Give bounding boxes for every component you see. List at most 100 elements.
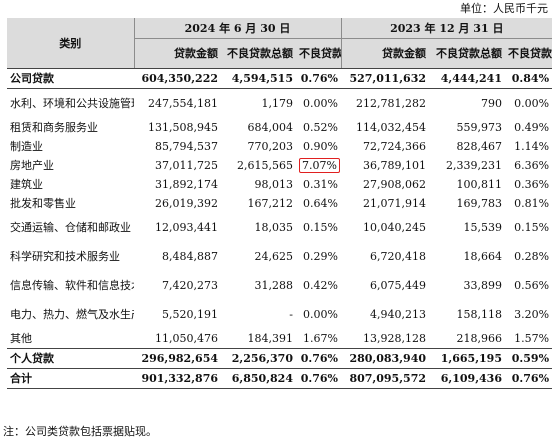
row-label: 水利、环境和公共设施管理业 (10, 97, 134, 110)
ratio-2024: 0.15% (303, 221, 338, 234)
ratio-2023: 0.49% (514, 121, 550, 134)
amount-2024: 604,350,222 (134, 68, 221, 89)
ratio-2024: 7.07% (296, 156, 341, 175)
npl-2024: 2,615,565 (237, 159, 293, 172)
npl-2023: 2,339,231 (446, 159, 502, 172)
ratio-2024: 0.42% (303, 279, 338, 292)
header-row-periods: 类别 2024 年 6 月 30 日 2023 年 12 月 31 日 (7, 18, 553, 69)
npl-2023: 790 (481, 97, 502, 110)
ratio-2023: 6.36% (514, 159, 550, 172)
npl-2023: 18,664 (463, 250, 503, 263)
row-label: 电力、热力、燃气及水生产和供应业 (10, 308, 134, 321)
amount-2024: 247,554,181 (148, 97, 218, 110)
npl-2023: 6,109,436 (429, 368, 505, 389)
ratio-2023: 0.56% (514, 279, 550, 292)
ratio-2023: 1.14% (514, 140, 550, 153)
industry-row: 制造业 85,794,537 770,203 0.90% 72,724,366 828,4… (7, 137, 552, 156)
ratio-2023: 0.28% (514, 250, 550, 263)
npl-2024: 167,212 (247, 197, 294, 210)
amount-2023: 6,720,418 (370, 250, 426, 263)
ratio-2024: 0.31% (303, 178, 338, 191)
amount-2023: 6,075,449 (370, 279, 426, 292)
header-category: 类别 (7, 18, 134, 69)
amount-2024: 7,420,273 (162, 279, 218, 292)
npl-2023: 33,899 (463, 279, 503, 292)
ratio-2023: 0.84% (505, 68, 553, 89)
amount-2024: 31,892,174 (155, 178, 218, 191)
personal-loans-row: 个人贷款 296,982,654 2,256,370 0.76% 280,083,940… (7, 348, 553, 369)
amount-2023: 72,724,366 (363, 140, 426, 153)
npl-2023: 559,973 (456, 121, 503, 134)
header-loan-amount-2023: 贷款金额 (340, 38, 429, 69)
npl-2023: 158,118 (456, 308, 503, 321)
industry-row: 房地产业 37,011,725 2,615,565 7.07% 36,789,101 2,… (7, 156, 552, 175)
amount-2023: 4,940,213 (370, 308, 426, 321)
amount-2023: 527,011,632 (341, 68, 429, 89)
row-label: 批发和零售业 (10, 197, 76, 210)
amount-2023: 807,095,572 (341, 368, 429, 389)
npl-2023: 100,811 (456, 178, 503, 191)
header-npl-ratio-2024: 不良贷款率 (296, 38, 341, 69)
unit-label: 单位：人民币千元 (460, 2, 548, 15)
ratio-2024: 0.90% (303, 140, 338, 153)
npl-2024: 18,035 (254, 221, 294, 234)
ratio-2024: 0.76% (296, 348, 341, 369)
row-label: 租赁和商务服务业 (10, 121, 98, 134)
ratio-2023: 1.57% (514, 332, 550, 345)
amount-2024: 37,011,725 (155, 159, 218, 172)
highlighted-ratio: 7.07% (299, 158, 340, 173)
ratio-2024: 0.52% (303, 121, 338, 134)
ratio-2023: 3.20% (514, 308, 550, 321)
industry-row: 建筑业 31,892,174 98,013 0.31% 27,908,062 100,81… (7, 175, 552, 194)
npl-2024: 31,288 (254, 279, 294, 292)
row-label: 科学研究和技术服务业 (10, 250, 120, 263)
row-label: 房地产业 (10, 159, 54, 172)
header-period-2024: 2024 年 6 月 30 日 (133, 18, 341, 39)
npl-2023: 218,966 (456, 332, 503, 345)
industry-row: 租赁和商务服务业 131,508,945 684,004 0.52% 114,032,4… (7, 118, 552, 137)
amount-2024: 131,508,945 (148, 121, 218, 134)
header-npl-total-2024: 不良贷款总额 (221, 38, 296, 69)
industry-row: 其他 11,050,476 184,391 1.67% 13,928,128 218,96… (7, 329, 552, 349)
ratio-2023: 0.76% (505, 368, 553, 389)
npl-2024: 4,594,515 (221, 68, 296, 89)
npl-2023: 169,783 (456, 197, 503, 210)
amount-2023: 10,040,245 (363, 221, 426, 234)
header-loan-amount-2024: 贷款金额 (133, 38, 221, 69)
ratio-2023: 0.36% (514, 178, 550, 191)
row-label: 合计 (7, 368, 134, 389)
ratio-2024: 0.29% (303, 250, 338, 263)
amount-2024: 296,982,654 (134, 348, 221, 369)
amount-2024: 8,484,887 (162, 250, 218, 263)
header-row-columns: 贷款金额 不良贷款总额 不良贷款率 贷款金额 不良贷款总额 不良贷款率 (7, 38, 553, 69)
amount-2024: 12,093,441 (155, 221, 218, 234)
npl-2023: 4,444,241 (429, 68, 505, 89)
industry-row: 批发和零售业 26,019,392 167,212 0.64% 21,071,914 16… (7, 194, 552, 213)
industry-row: 水利、环境和公共设施管理业 247,554,181 1,179 0.00% 212,78… (7, 89, 552, 119)
ratio-2024: 0.64% (303, 197, 338, 210)
amount-2023: 13,928,128 (363, 332, 426, 345)
ratio-2024: 0.76% (296, 368, 341, 389)
industry-row: 信息传输、软件和信息技术服务业 7,420,273 31,288 0.42% 6,075… (7, 271, 552, 300)
npl-2024: 684,004 (247, 121, 294, 134)
amount-2024: 5,520,191 (162, 308, 218, 321)
header-npl-ratio-2023: 不良贷款率 (505, 38, 553, 69)
npl-2023: 15,539 (463, 221, 503, 234)
ratio-2024: 0.00% (303, 308, 338, 321)
header-npl-total-2023: 不良贷款总额 (429, 38, 505, 69)
industry-row: 科学研究和技术服务业 8,484,887 24,625 0.29% 6,720,418 1… (7, 242, 552, 271)
npl-2024: 184,391 (247, 332, 294, 345)
amount-2024: 85,794,537 (155, 140, 218, 153)
amount-2023: 27,908,062 (363, 178, 426, 191)
row-label: 建筑业 (10, 178, 43, 191)
npl-2024: 770,203 (247, 140, 294, 153)
row-label: 信息传输、软件和信息技术服务业 (10, 279, 134, 292)
amount-2024: 11,050,476 (155, 332, 218, 345)
npl-2024: - (289, 308, 293, 321)
row-label: 交通运输、仓储和邮政业 (10, 221, 131, 234)
ratio-2024: 0.76% (296, 68, 341, 89)
npl-2023: 828,467 (456, 140, 503, 153)
industry-row: 电力、热力、燃气及水生产和供应业 5,520,191 -0.00% 4,940,213… (7, 300, 552, 329)
npl-2024: 98,013 (254, 178, 294, 191)
amount-2023: 280,083,940 (341, 348, 429, 369)
